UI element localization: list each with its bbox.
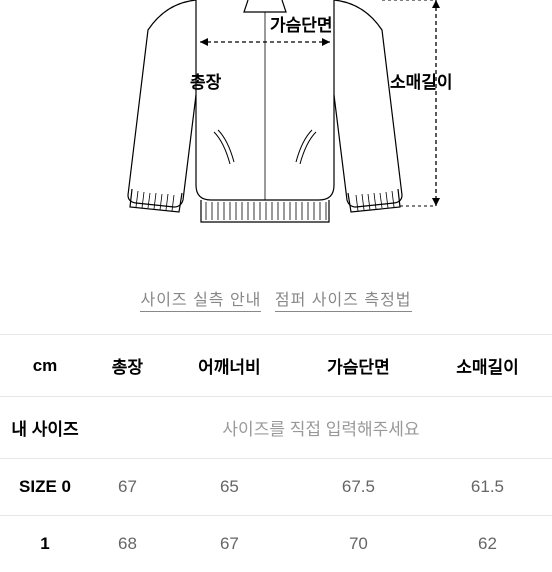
- table-row: 1 68 67 70 62: [0, 516, 552, 572]
- row-label: 1: [0, 516, 90, 572]
- cell: 61.5: [423, 459, 552, 516]
- size-links: 사이즈 실측 안내 점퍼 사이즈 측정법: [0, 286, 552, 310]
- header-col: 소매길이: [423, 335, 552, 397]
- header-col: 총장: [90, 335, 165, 397]
- table-row-mysize: 내 사이즈 사이즈를 직접 입력해주세요: [0, 397, 552, 459]
- cell: 67.5: [294, 459, 423, 516]
- label-chest: 가슴단면: [270, 11, 333, 36]
- table-row: SIZE 0 67 65 67.5 61.5: [0, 459, 552, 516]
- mysize-placeholder[interactable]: 사이즈를 직접 입력해주세요: [90, 397, 552, 459]
- row-label: SIZE 0: [0, 459, 90, 516]
- label-length: 총장: [190, 68, 221, 93]
- link-measure-method[interactable]: 점퍼 사이즈 측정법: [275, 292, 412, 312]
- header-col: 가슴단면: [294, 335, 423, 397]
- cell: 65: [165, 459, 294, 516]
- header-unit: cm: [0, 335, 90, 397]
- cell: 67: [90, 459, 165, 516]
- size-table: cm 총장 어깨너비 가슴단면 소매길이 내 사이즈 사이즈를 직접 입력해주세…: [0, 334, 552, 572]
- header-col: 어깨너비: [165, 335, 294, 397]
- cell: 62: [423, 516, 552, 572]
- row-label-mysize: 내 사이즈: [0, 397, 90, 459]
- link-size-guide[interactable]: 사이즈 실측 안내: [140, 292, 261, 312]
- cell: 68: [90, 516, 165, 572]
- cell: 67: [165, 516, 294, 572]
- table-header-row: cm 총장 어깨너비 가슴단면 소매길이: [0, 335, 552, 397]
- label-sleeve: 소매길이: [390, 68, 453, 93]
- jacket-diagram: 가슴단면 총장 소매길이: [0, 0, 552, 260]
- cell: 70: [294, 516, 423, 572]
